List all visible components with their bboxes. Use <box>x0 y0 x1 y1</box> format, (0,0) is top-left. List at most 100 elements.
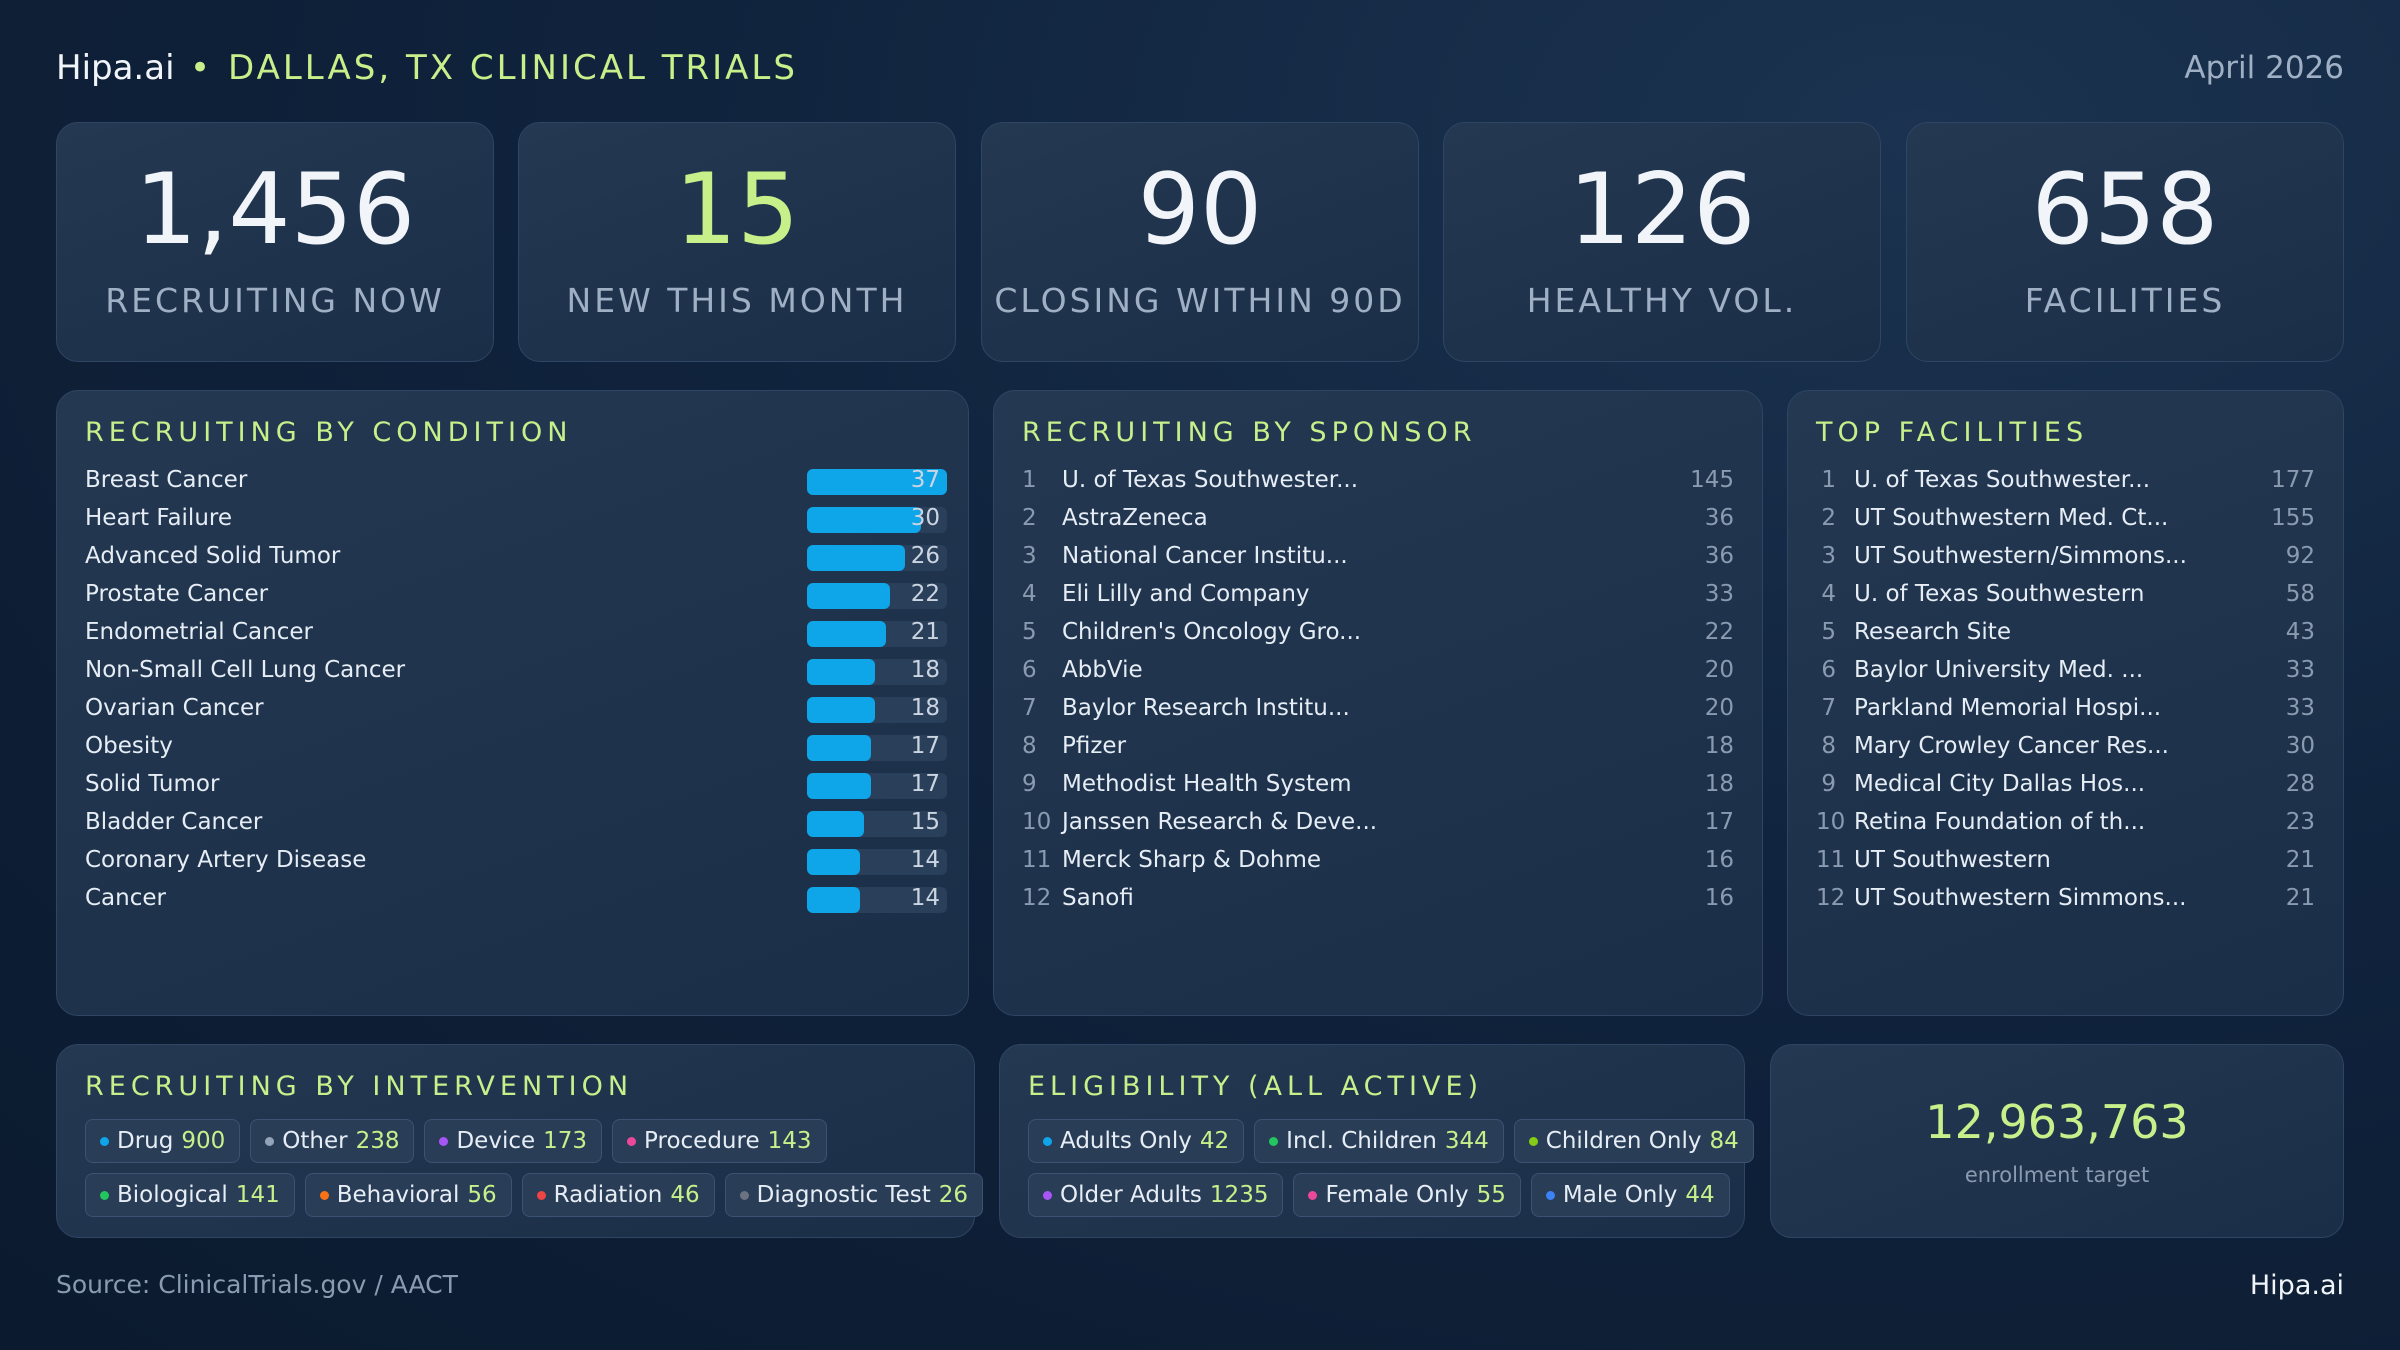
chip-label: Female Only <box>1325 1182 1469 1208</box>
chip-label: Procedure <box>644 1128 760 1154</box>
sponsors-row: 10 Janssen Research & Deve... 17 <box>1022 805 1734 843</box>
facilities-row: 2 UT Southwestern Med. Ct... 155 <box>1816 501 2315 539</box>
kpi-card-closing: 90 CLOSING WITHIN 90D <box>981 122 1419 362</box>
interventions-chip-device: Device 173 <box>424 1119 603 1163</box>
condition-name: Cancer <box>85 885 166 911</box>
kpi-label: FACILITIES <box>2024 281 2226 320</box>
eligibility-chip-adults-only: Adults Only 42 <box>1028 1119 1245 1163</box>
facilities-count: 177 <box>2271 467 2315 493</box>
sponsors-name: Janssen Research & Deve... <box>1062 809 1378 835</box>
sponsors-count: 20 <box>1704 657 1734 683</box>
condition-name: Ovarian Cancer <box>85 695 264 721</box>
condition-count: 26 <box>910 543 940 569</box>
condition-count: 18 <box>910 695 940 721</box>
chip-dot-icon <box>1043 1136 1052 1146</box>
sponsors-count: 22 <box>1704 619 1734 645</box>
sponsors-count: 36 <box>1704 543 1734 569</box>
condition-row: Ovarian Cancer 18 <box>85 691 947 729</box>
chip-label: Drug <box>117 1128 174 1154</box>
facilities-count: 21 <box>2285 847 2315 873</box>
facilities-count: 43 <box>2285 619 2315 645</box>
condition-bar-track <box>807 887 947 913</box>
sponsors-row: 11 Merck Sharp & Dohme 16 <box>1022 843 1734 881</box>
condition-bar <box>807 773 872 799</box>
chip-dot-icon <box>1308 1190 1318 1200</box>
chip-label: Male Only <box>1562 1182 1678 1208</box>
condition-count: 14 <box>910 847 940 873</box>
condition-row: Endometrial Cancer 21 <box>85 615 947 653</box>
sponsors-row: 5 Children's Oncology Gro... 22 <box>1022 615 1734 653</box>
condition-row: Heart Failure 30 <box>85 501 947 539</box>
chip-count: 26 <box>938 1182 969 1208</box>
kpi-card-new: 15 NEW THIS MONTH <box>518 122 956 362</box>
chip-label: Incl. Children <box>1286 1128 1437 1154</box>
condition-bar <box>807 621 887 647</box>
condition-count: 22 <box>910 581 940 607</box>
condition-bar <box>807 811 864 837</box>
panel-title: RECRUITING BY SPONSOR <box>1022 417 1477 448</box>
chip-dot-icon <box>1269 1136 1279 1146</box>
condition-row: Cancer 14 <box>85 881 947 919</box>
chip-count: 56 <box>467 1182 497 1208</box>
facilities-row: 10 Retina Foundation of th... 23 <box>1816 805 2315 843</box>
chip-label: Older Adults <box>1060 1182 1202 1208</box>
separator-dot: • <box>190 48 211 88</box>
interventions-chip-procedure: Procedure 143 <box>612 1119 827 1163</box>
kpi-card-facilities: 658 FACILITIES <box>1906 122 2344 362</box>
enrollment-card: 12,963,763 enrollment target <box>1770 1044 2344 1238</box>
condition-name: Solid Tumor <box>85 771 220 797</box>
facilities-name: UT Southwestern Simmons... <box>1854 885 2187 911</box>
condition-bar-track <box>807 583 947 609</box>
condition-name: Breast Cancer <box>85 467 248 493</box>
chip-count: 141 <box>235 1182 280 1208</box>
chip-dot-icon <box>1545 1190 1555 1200</box>
facilities-row: 9 Medical City Dallas Hos... 28 <box>1816 767 2315 805</box>
chip-count: 44 <box>1685 1182 1715 1208</box>
chip-label: Other <box>282 1128 348 1154</box>
kpi-label: NEW THIS MONTH <box>566 281 908 320</box>
rank-number: 5 <box>1022 619 1037 645</box>
sponsors-count: 18 <box>1704 771 1734 797</box>
facilities-name: Parkland Memorial Hospi... <box>1854 695 2162 721</box>
sponsors-count: 16 <box>1704 885 1734 911</box>
chip-label: Adults Only <box>1060 1128 1192 1154</box>
sponsors-name: Sanofi <box>1062 885 1134 911</box>
rank-number: 3 <box>1022 543 1037 569</box>
condition-bar <box>807 697 876 723</box>
facilities-name: UT Southwestern <box>1854 847 2051 873</box>
facilities-row: 1 U. of Texas Southwester... 177 <box>1816 463 2315 501</box>
report-date: April 2026 <box>2184 50 2344 86</box>
condition-count: 15 <box>910 809 940 835</box>
sponsors-name: AstraZeneca <box>1062 505 1208 531</box>
sponsors-count: 145 <box>1690 467 1734 493</box>
condition-bar-track <box>807 469 947 495</box>
chip-dot-icon <box>627 1136 637 1146</box>
chip-dot-icon <box>739 1190 749 1200</box>
condition-count: 17 <box>910 771 940 797</box>
interventions-chip-behavioral: Behavioral 56 <box>304 1173 512 1217</box>
eligibility-chip-male-only: Male Only 44 <box>1530 1173 1730 1217</box>
chip-count: 84 <box>1709 1128 1739 1154</box>
condition-name: Endometrial Cancer <box>85 619 313 645</box>
kpi-value: 90 <box>1137 153 1263 267</box>
sponsors-row: 6 AbbVie 20 <box>1022 653 1734 691</box>
chip-label: Diagnostic Test <box>756 1182 931 1208</box>
chip-row: Adults Only 42 Incl. Children 344 Children O… <box>1028 1119 1754 1163</box>
panel-title: RECRUITING BY INTERVENTION <box>85 1071 634 1102</box>
rank-number: 7 <box>1821 695 1836 721</box>
condition-bar <box>807 887 860 913</box>
facilities-name: Mary Crowley Cancer Res... <box>1854 733 2169 759</box>
chip-dot-icon <box>439 1136 449 1146</box>
rank-number: 10 <box>1816 809 1846 835</box>
kpi-card-healthy: 126 HEALTHY VOL. <box>1443 122 1881 362</box>
sponsors-row: 9 Methodist Health System 18 <box>1022 767 1734 805</box>
condition-row: Coronary Artery Disease 14 <box>85 843 947 881</box>
sponsors-row: 3 National Cancer Institu... 36 <box>1022 539 1734 577</box>
footer-brand: Hipa.ai <box>2249 1270 2344 1301</box>
sponsors-name: Children's Oncology Gro... <box>1062 619 1362 645</box>
facilities-row: 8 Mary Crowley Cancer Res... 30 <box>1816 729 2315 767</box>
facilities-count: 155 <box>2271 505 2315 531</box>
eligibility-panel: ELIGIBILITY (ALL ACTIVE) Adults Only 42 In… <box>999 1044 1754 1238</box>
condition-name: Advanced Solid Tumor <box>85 543 341 569</box>
sponsors-count: 33 <box>1704 581 1734 607</box>
